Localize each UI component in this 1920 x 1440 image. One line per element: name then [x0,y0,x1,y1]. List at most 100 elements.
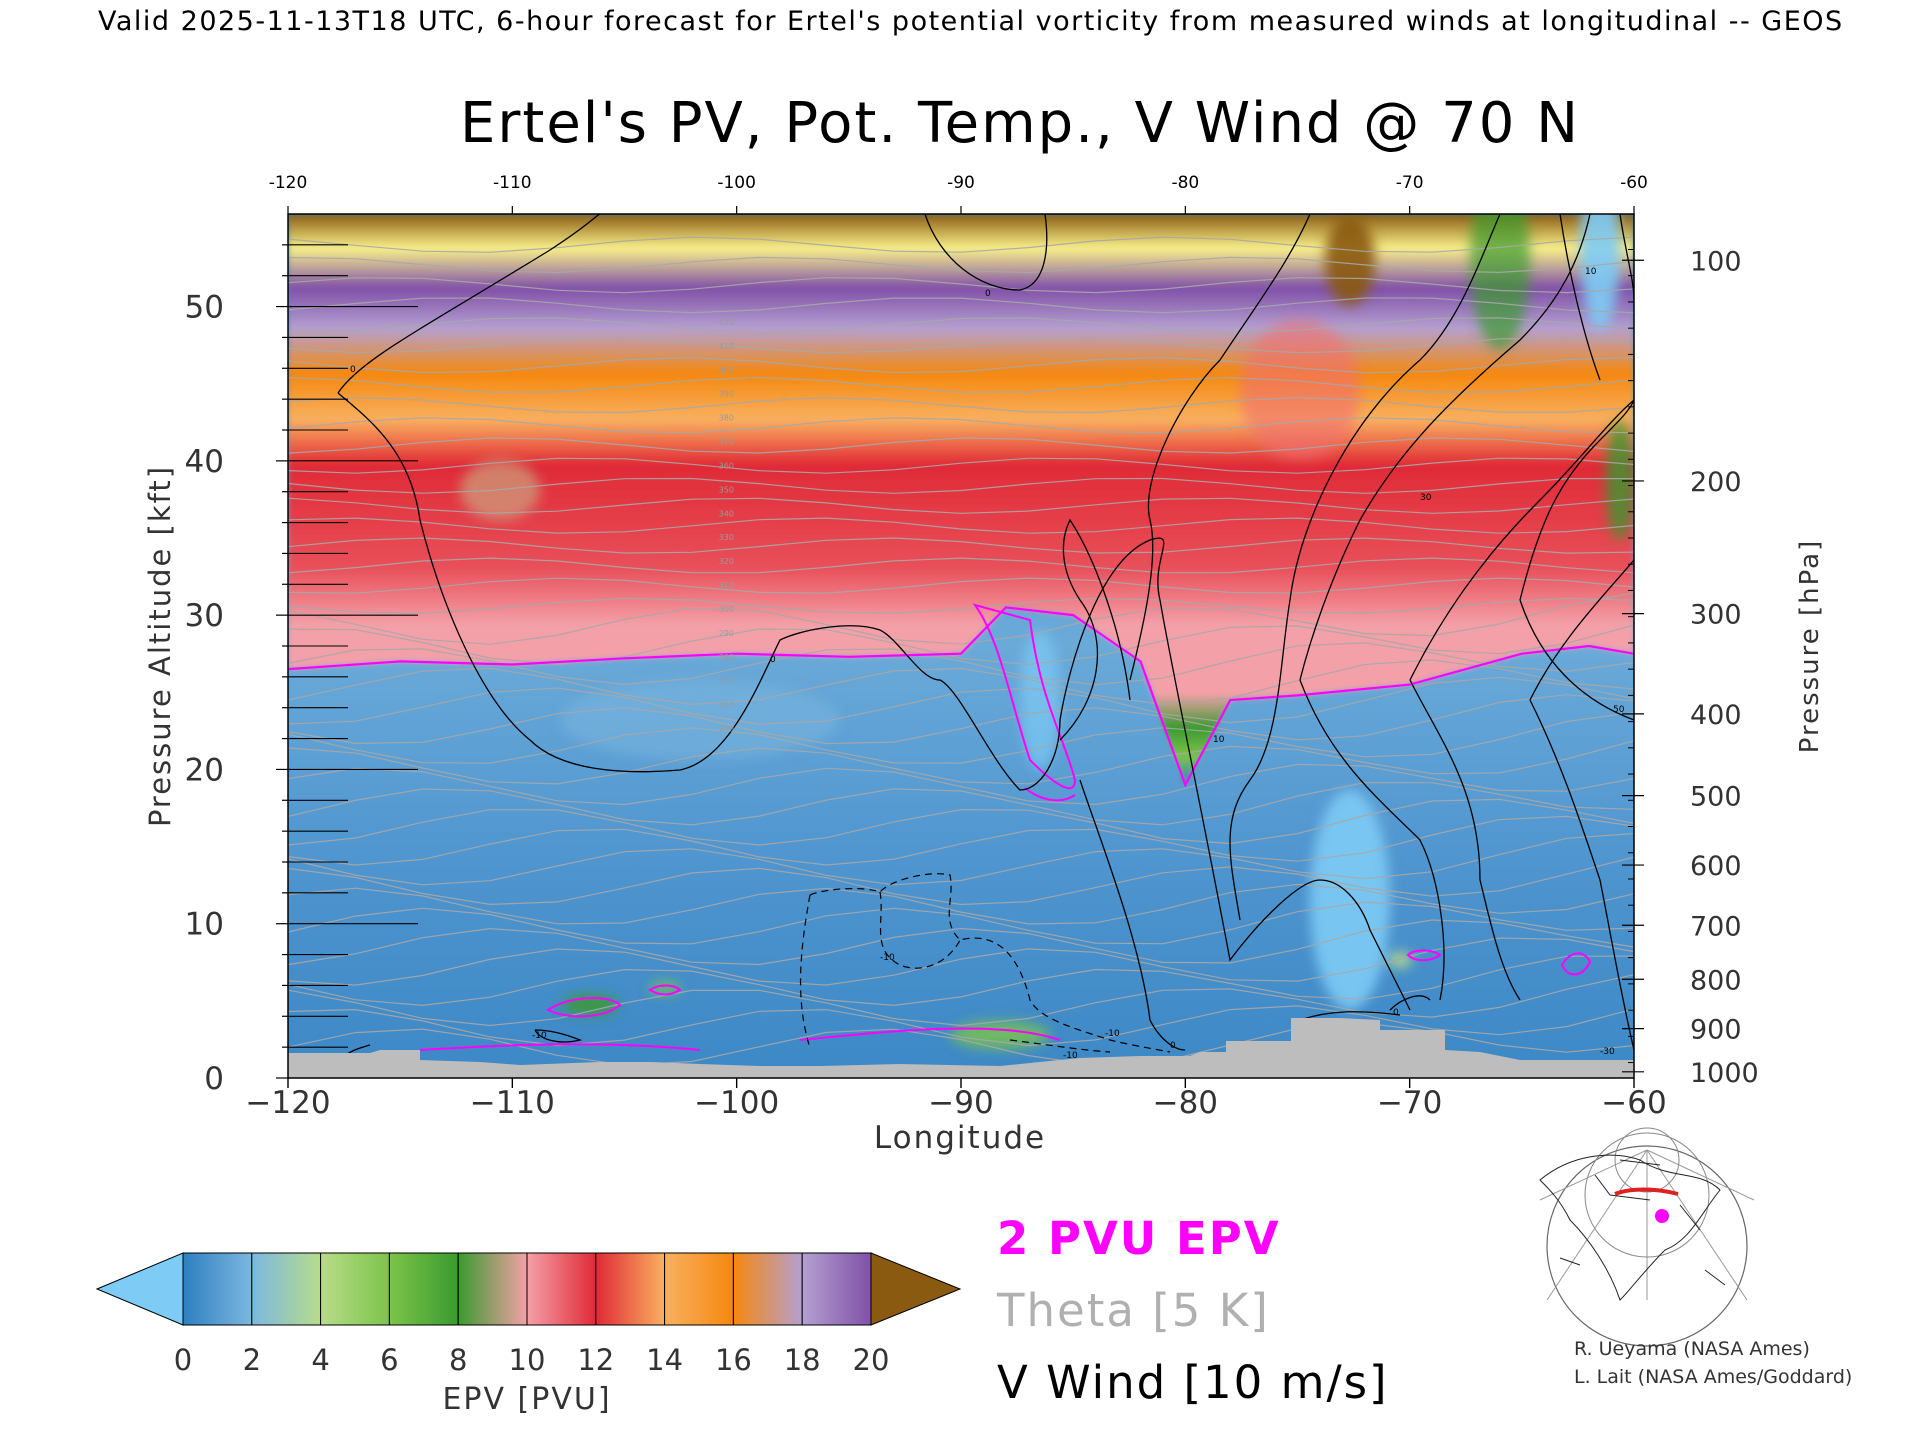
colorbar-segment [320,1252,390,1326]
colorbar-segment [457,1252,528,1326]
theta-contour [288,376,1634,394]
colorbar-segment [732,1252,803,1326]
theta-contour [288,277,1634,294]
two-pvu-islands [419,603,1592,1051]
legend-vwind: V Wind [10 m/s] [997,1356,1389,1409]
y-right-tick-label: 900 [1690,1015,1742,1046]
vwind-pos-band-4 [1409,399,1634,1001]
vwind-pos-band-5 [1529,559,1634,1051]
colorbar-segment [182,1252,253,1326]
x-tick-label: −120 [245,1085,330,1121]
colorbar-segment [801,1252,872,1326]
vwind-pos-band-2 [1229,214,1501,921]
theta-label: 310 [719,581,734,590]
credit-line-1: R. Ueyama (NASA Ames) [1574,1338,1810,1360]
x-top-tick-label: -70 [1396,173,1424,193]
y-tick-label: 40 [185,444,224,480]
theta-label: 290 [719,629,734,638]
theta-contour [288,356,1634,374]
y-right-tick-label: 200 [1690,467,1742,498]
theta-contour [288,815,1634,866]
svg-text:30: 30 [1420,493,1432,503]
y-right-tick-label: 600 [1690,851,1742,882]
theta-label: 280 [719,653,734,662]
y-right-tick-label: 800 [1690,965,1742,996]
colorbar-segment [388,1252,459,1326]
x-tick-label: −80 [1153,1085,1218,1121]
y-axis-right-label: Pressure [hPa] [1795,539,1825,754]
valid-header: Valid 2025-11-13T18 UTC, 6-hour forecast… [98,6,1844,37]
svg-text:0: 0 [1170,1041,1176,1051]
x-tick-label: −110 [470,1085,555,1121]
theta-contour [288,676,1634,725]
y-tick-label: 50 [185,290,224,326]
svg-text:10: 10 [1585,267,1597,277]
colorbar-over-triangle [870,1252,962,1326]
theta-contour [288,919,1634,966]
y-axis-left: 0 10 20 30 40 50 [185,244,418,1097]
colorbar-tick-label: 18 [784,1343,821,1377]
colorbar-segment [664,1252,734,1326]
y-tick-label: 20 [185,752,224,788]
y-right-tick-label: 500 [1690,782,1742,813]
theta-contour [288,711,1634,764]
theta-contour [288,417,1634,434]
x-tick-label: −60 [1601,1085,1666,1121]
x-top-tick-label: -110 [493,173,532,193]
colorbar-segment [251,1252,322,1326]
terrain [288,1018,1634,1078]
theta-label: 320 [719,557,734,566]
svg-text:-10: -10 [532,1031,547,1041]
x-top-tick-label: -60 [1620,173,1648,193]
vwind-pos-band-1 [1129,214,1311,681]
vwind-neg-mid [1059,518,1131,741]
x-top-tick-label: -120 [269,173,308,193]
theta-label: 360 [719,461,734,470]
colorbar-under-triangle [95,1252,184,1326]
theta-label: 400 [719,366,734,375]
svg-text:10: 10 [1213,735,1225,745]
theta-contour [288,497,1634,514]
svg-text:-10: -10 [880,953,895,963]
vwind-zero-west [337,214,1411,1011]
y-axis-left-label: Pressure Altitude [kft] [143,465,177,827]
vwind-neg-east [1079,779,1186,1051]
theta-contour [288,317,1634,334]
svg-text:-30: -30 [1600,1047,1615,1057]
theta-contour [288,396,1634,414]
x-axis-bottom: −120 −110 −100 −90 −80 −70 −60 [245,1078,1667,1121]
x-tick-label: −70 [1377,1085,1442,1121]
colorbar-tick-label: 10 [509,1343,546,1377]
y-tick-label: 10 [185,907,224,943]
theta-contour [288,659,1634,706]
locator-dot [1655,1209,1669,1223]
theta-contour [288,901,1634,945]
vwind-zero-top [924,214,1048,291]
svg-text:0: 0 [985,289,991,299]
credit-line-2: L. Lait (NASA Ames/Goddard) [1574,1366,1852,1388]
theta-contour [288,974,1634,1027]
svg-text:-10: -10 [1105,1029,1120,1039]
y-axis-right: 100 200 300 400 500 600 700 800 900 1000 [1622,246,1759,1089]
y-tick-label: 0 [204,1061,224,1097]
theta-contour [288,577,1634,594]
theta-contour [288,457,1634,474]
theta-label: 260 [719,701,734,710]
colorbar-tick-label: 2 [243,1343,261,1377]
svg-text:0: 0 [1393,1008,1399,1018]
vwind-neg-dashed [799,873,1171,1053]
theta-label: 390 [719,390,734,399]
theta-contour [288,236,1634,253]
x-axis-top: -120 -110 -100 -90 -80 -70 -60 [269,173,1648,214]
theta-contour [288,856,1634,906]
y-right-tick-label: 1000 [1690,1058,1759,1089]
theta-label: 340 [719,509,734,518]
two-pvu-contour [288,606,1634,788]
colorbar: 0 2 4 6 8 10 12 14 16 18 20 EPV [PVU] [95,1252,962,1417]
vwind-pos-band-3 [1299,214,1591,1001]
svg-text:0: 0 [770,655,776,665]
theta-label: 250 [719,725,734,734]
locator-line [1614,1187,1679,1196]
legend: 2 PVU EPV Theta [5 K] V Wind [10 m/s] [996,1212,1389,1409]
colorbar-tick-label: 0 [174,1343,192,1377]
